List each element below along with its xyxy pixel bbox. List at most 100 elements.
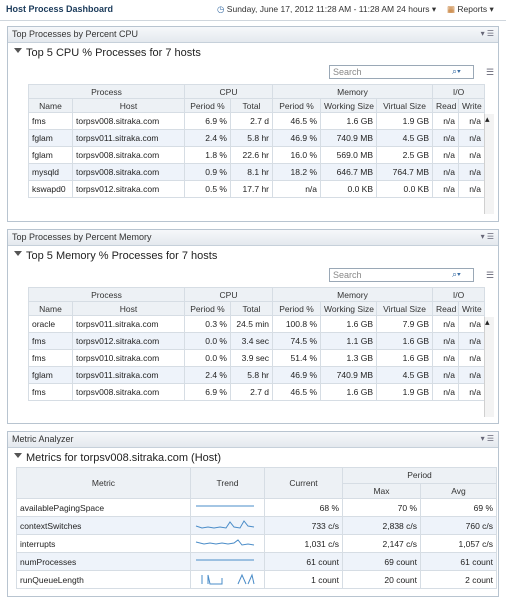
- cell: oracle: [28, 315, 73, 333]
- date-range[interactable]: ◷ Sunday, June 17, 2012 11:28 AM - 11:28…: [217, 4, 437, 14]
- panel: Top Processes by Percent CPU ▾ ☰ Top 5 CPU…: [7, 26, 499, 222]
- metric-row[interactable]: availablePagingSpace 68 % 70 % 69 %: [16, 498, 498, 517]
- cell: torpsv008.sitraka.com: [72, 163, 185, 181]
- reports-icon: ▦: [447, 4, 456, 14]
- cell: 1.6 GB: [320, 315, 378, 333]
- process-row[interactable]: kswapd0 torpsv012.sitraka.com 0.5 % 17.7 hr…: [28, 180, 486, 198]
- cell: 46.5 %: [272, 383, 322, 401]
- cell: 569.0 MB: [320, 146, 378, 164]
- cell: 1.6 GB: [320, 383, 378, 401]
- cell: fms: [28, 383, 73, 401]
- cell: 22.6 hr: [229, 146, 274, 164]
- cell: n/a: [458, 180, 486, 198]
- column-header[interactable]: Max: [342, 482, 421, 499]
- cell: n/a: [432, 163, 460, 181]
- cell: n/a: [432, 180, 460, 198]
- sparkline: [196, 505, 254, 506]
- metric-row[interactable]: interrupts 1,031 c/s 2,147 c/s 1,057 c/s: [16, 534, 498, 553]
- metric-row[interactable]: numProcesses 61 count 69 count 61 count: [16, 552, 498, 571]
- process-row[interactable]: fms torpsv010.sitraka.com 0.0 % 3.9 sec 51.4…: [28, 349, 486, 367]
- sparkline: [195, 538, 255, 546]
- cell: 646.7 MB: [320, 163, 378, 181]
- cell: torpsv011.sitraka.com: [72, 129, 185, 147]
- process-row[interactable]: mysqld torpsv008.sitraka.com 0.9 % 8.1 hr 18…: [28, 163, 486, 181]
- column-header[interactable]: Name: [28, 98, 73, 113]
- process-row[interactable]: fms torpsv012.sitraka.com 0.0 % 3.4 sec 74.5…: [28, 332, 486, 350]
- column-header[interactable]: Virtual Size: [376, 301, 434, 316]
- reports-menu[interactable]: ▦ Reports ▾: [447, 4, 494, 14]
- metric-name: numProcesses: [16, 552, 191, 571]
- column-menu[interactable]: ☰: [486, 270, 495, 280]
- panel-menu[interactable]: ▾ ☰: [480, 232, 494, 241]
- column-header[interactable]: Working Size: [320, 98, 378, 113]
- search-box[interactable]: Search: [329, 65, 474, 79]
- search-box[interactable]: Search: [329, 268, 474, 282]
- panel-subtitle[interactable]: Top 5 CPU % Processes for 7 hosts: [14, 47, 201, 59]
- cell: n/a: [458, 112, 486, 130]
- cell: n/a: [458, 332, 486, 350]
- cell: 1.6 GB: [376, 349, 434, 367]
- cell: 8.1 hr: [229, 163, 274, 181]
- group-header: CPU: [183, 287, 274, 302]
- column-header[interactable]: Period %: [184, 301, 231, 316]
- cell: 0.0 KB: [320, 180, 378, 198]
- panel-menu[interactable]: ▾ ☰: [480, 29, 494, 38]
- metric-row[interactable]: contextSwitches 733 c/s 2,838 c/s 760 c/s: [16, 516, 498, 535]
- cell: 740.9 MB: [320, 366, 378, 384]
- column-header[interactable]: Read: [432, 98, 460, 113]
- trend-cell: [190, 534, 265, 553]
- cell: 24.5 min: [229, 315, 274, 333]
- process-row[interactable]: fglam torpsv011.sitraka.com 2.4 % 5.8 hr 46.…: [28, 129, 486, 147]
- column-menu[interactable]: ☰: [486, 67, 495, 77]
- trend-cell: [190, 498, 265, 517]
- column-header[interactable]: Name: [28, 301, 73, 316]
- panel-subtitle[interactable]: Top 5 Memory % Processes for 7 hosts: [14, 250, 217, 262]
- column-header[interactable]: Period %: [272, 301, 322, 316]
- cell: n/a: [432, 112, 460, 130]
- panel: Metric Analyzer ▾ ☰ Metrics for torpsv008.…: [7, 431, 499, 597]
- search-icon[interactable]: ⌕▾: [452, 66, 461, 76]
- process-row[interactable]: oracle torpsv011.sitraka.com 0.3 % 24.5 min…: [28, 315, 486, 333]
- column-header[interactable]: Virtual Size: [376, 98, 434, 113]
- column-header[interactable]: Read: [432, 301, 460, 316]
- group-header: CPU: [183, 84, 274, 99]
- trend-cell: [190, 552, 265, 571]
- process-row[interactable]: fms torpsv008.sitraka.com 6.9 % 2.7 d 46.5 %…: [28, 383, 486, 401]
- scrollbar[interactable]: ▴: [484, 317, 494, 417]
- cell: torpsv008.sitraka.com: [72, 146, 185, 164]
- column-header[interactable]: Write: [458, 98, 486, 113]
- scrollbar[interactable]: ▴: [484, 114, 494, 214]
- column-header[interactable]: Host: [72, 301, 185, 316]
- process-row[interactable]: fglam torpsv008.sitraka.com 1.8 % 22.6 hr 16…: [28, 146, 486, 164]
- process-table: Process CPU Memory I/O Name Host Period % Total…: [28, 84, 486, 198]
- metric-value: 2 count: [419, 570, 498, 589]
- cell: 46.9 %: [272, 129, 322, 147]
- cell: 0.5 %: [184, 180, 231, 198]
- process-row[interactable]: fglam torpsv011.sitraka.com 2.4 % 5.8 hr 46.…: [28, 366, 486, 384]
- column-header[interactable]: Host: [72, 98, 185, 113]
- column-header[interactable]: Metric: [16, 467, 191, 499]
- column-header[interactable]: Total: [229, 301, 274, 316]
- metric-value: 69 count: [342, 552, 421, 571]
- metric-value: 2,147 c/s: [342, 534, 421, 553]
- metric-row[interactable]: runQueueLength 1 count 20 count 2 count: [16, 570, 498, 589]
- column-header[interactable]: Current: [264, 467, 343, 499]
- panel-menu[interactable]: ▾ ☰: [480, 434, 494, 443]
- metric-value: 61 count: [264, 552, 343, 571]
- metrics-table: Metric Trend Current Period Max Avg availableP…: [16, 467, 498, 589]
- column-header[interactable]: Period %: [272, 98, 322, 113]
- cell: 2.4 %: [184, 129, 231, 147]
- metric-value: 1,057 c/s: [419, 534, 498, 553]
- dashboard-title: Host Process Dashboard: [6, 4, 114, 14]
- column-header[interactable]: Avg: [419, 482, 498, 499]
- trend-cell: [190, 570, 265, 589]
- search-icon[interactable]: ⌕▾: [452, 269, 461, 279]
- column-header[interactable]: Period %: [184, 98, 231, 113]
- column-header[interactable]: Trend: [190, 467, 265, 499]
- panel-subtitle[interactable]: Metrics for torpsv008.sitraka.com (Host): [14, 452, 221, 464]
- process-row[interactable]: fms torpsv008.sitraka.com 6.9 % 2.7 d 46.5 %…: [28, 112, 486, 130]
- cell: 0.0 %: [184, 332, 231, 350]
- column-header[interactable]: Working Size: [320, 301, 378, 316]
- column-header[interactable]: Write: [458, 301, 486, 316]
- column-header[interactable]: Total: [229, 98, 274, 113]
